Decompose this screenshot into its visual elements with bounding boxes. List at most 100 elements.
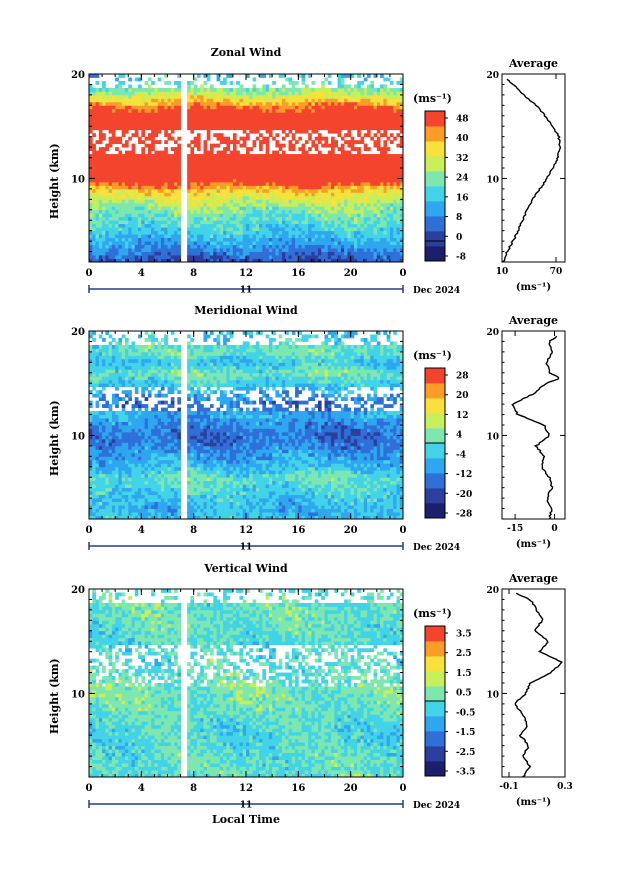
heatmap-cell <box>190 119 195 124</box>
heatmap-cell <box>98 213 103 218</box>
heatmap-cell <box>210 178 214 183</box>
heatmap-cell <box>187 87 191 92</box>
heatmap-cell <box>200 178 204 183</box>
heatmap-cell <box>331 237 335 242</box>
heatmap-cell <box>255 91 260 96</box>
heatmap-cell <box>393 164 397 169</box>
heatmap-cell <box>154 251 159 256</box>
heatmap-cell <box>360 202 365 207</box>
heatmap-cell <box>213 168 217 172</box>
heatmap-cell <box>89 199 93 204</box>
heatmap-cell <box>255 206 260 211</box>
heatmap-cell <box>259 108 263 113</box>
heatmap-cell <box>92 133 96 138</box>
heatmap-cell <box>121 112 126 117</box>
heatmap-cell <box>357 255 361 259</box>
heatmap-cell <box>131 161 136 165</box>
heatmap-cell <box>304 98 309 103</box>
heatmap-cell <box>324 234 329 239</box>
heatmap-cell <box>219 202 224 207</box>
heatmap-cell <box>170 115 175 120</box>
heatmap-cell <box>262 199 267 204</box>
heatmap-cell <box>196 199 201 204</box>
heatmap-cell <box>370 98 374 103</box>
heatmap-cell <box>386 77 391 82</box>
heatmap-cell <box>118 195 123 200</box>
heatmap-cell <box>187 512 191 516</box>
heatmap-cell <box>141 515 145 520</box>
heatmap-cell <box>131 192 136 197</box>
heatmap-cell <box>210 101 214 106</box>
heatmap-cell <box>229 94 234 99</box>
heatmap-cell <box>177 136 181 141</box>
heatmap-cell <box>92 98 96 103</box>
heatmap-cell <box>167 195 172 200</box>
heatmap-cell <box>272 227 276 232</box>
heatmap-cell <box>331 115 335 120</box>
heatmap-cell <box>288 255 293 259</box>
heatmap-cell <box>98 122 103 127</box>
heatmap-cell <box>383 195 388 200</box>
heatmap-cell <box>108 248 113 252</box>
heatmap-cell <box>124 161 129 165</box>
heatmap-cell <box>141 115 145 120</box>
heatmap-cell <box>223 154 227 158</box>
heatmap-cell <box>232 515 237 520</box>
heatmap-cell <box>157 115 162 120</box>
heatmap-cell <box>216 185 221 190</box>
heatmap-cell <box>223 105 227 110</box>
heatmap-cell <box>115 171 119 176</box>
heatmap-cell <box>353 94 358 99</box>
heatmap-cell <box>340 192 345 197</box>
heatmap-cell <box>370 209 374 214</box>
heatmap-cell <box>285 508 289 513</box>
heatmap-cell <box>321 220 325 225</box>
heatmap-cell <box>193 108 198 113</box>
heatmap-cell <box>327 94 332 99</box>
heatmap-cell <box>386 119 391 124</box>
heatmap-cell <box>291 84 296 89</box>
heatmap-cell <box>131 515 136 520</box>
heatmap-cell <box>291 122 296 127</box>
heatmap-cell <box>167 255 172 259</box>
heatmap-cell <box>164 209 168 214</box>
heatmap-cell <box>347 213 352 218</box>
heatmap-cell <box>102 512 106 516</box>
heatmap-cell <box>193 209 198 214</box>
heatmap-cell <box>223 209 227 214</box>
heatmap-cell <box>386 147 391 151</box>
heatmap-cell <box>288 164 293 169</box>
heatmap-cell <box>151 216 155 221</box>
heatmap-cell <box>389 161 394 165</box>
heatmap-cell <box>203 512 208 516</box>
heatmap-cell <box>347 512 352 516</box>
heatmap-cell <box>291 258 296 263</box>
heatmap-cell <box>255 101 260 106</box>
heatmap-cell <box>350 515 355 520</box>
heatmap-cell <box>367 84 371 89</box>
heatmap-cell <box>236 188 240 193</box>
heatmap-cell <box>95 202 100 207</box>
heatmap-cell <box>353 227 358 232</box>
heatmap-cell <box>105 512 110 516</box>
heatmap-cell <box>118 108 123 113</box>
heatmap-cell <box>160 512 165 516</box>
heatmap-cell <box>281 84 286 89</box>
heatmap-cell <box>206 129 211 134</box>
heatmap-cell <box>111 154 116 158</box>
heatmap-cell <box>337 77 342 82</box>
heatmap-cell <box>246 505 250 509</box>
heatmap-cell <box>210 126 214 131</box>
heatmap-cell <box>334 140 338 145</box>
heatmap-cell <box>353 126 358 131</box>
heatmap-cell <box>376 112 381 117</box>
heatmap-cell <box>321 101 325 106</box>
heatmap-cell <box>200 216 204 221</box>
heatmap-cell <box>314 101 319 106</box>
heatmap-cell <box>105 199 110 204</box>
heatmap-cell <box>242 91 247 96</box>
heatmap-cell <box>174 512 178 516</box>
heatmap-cell <box>317 209 322 214</box>
heatmap-cell <box>226 94 231 99</box>
heatmap-cell <box>321 202 325 207</box>
